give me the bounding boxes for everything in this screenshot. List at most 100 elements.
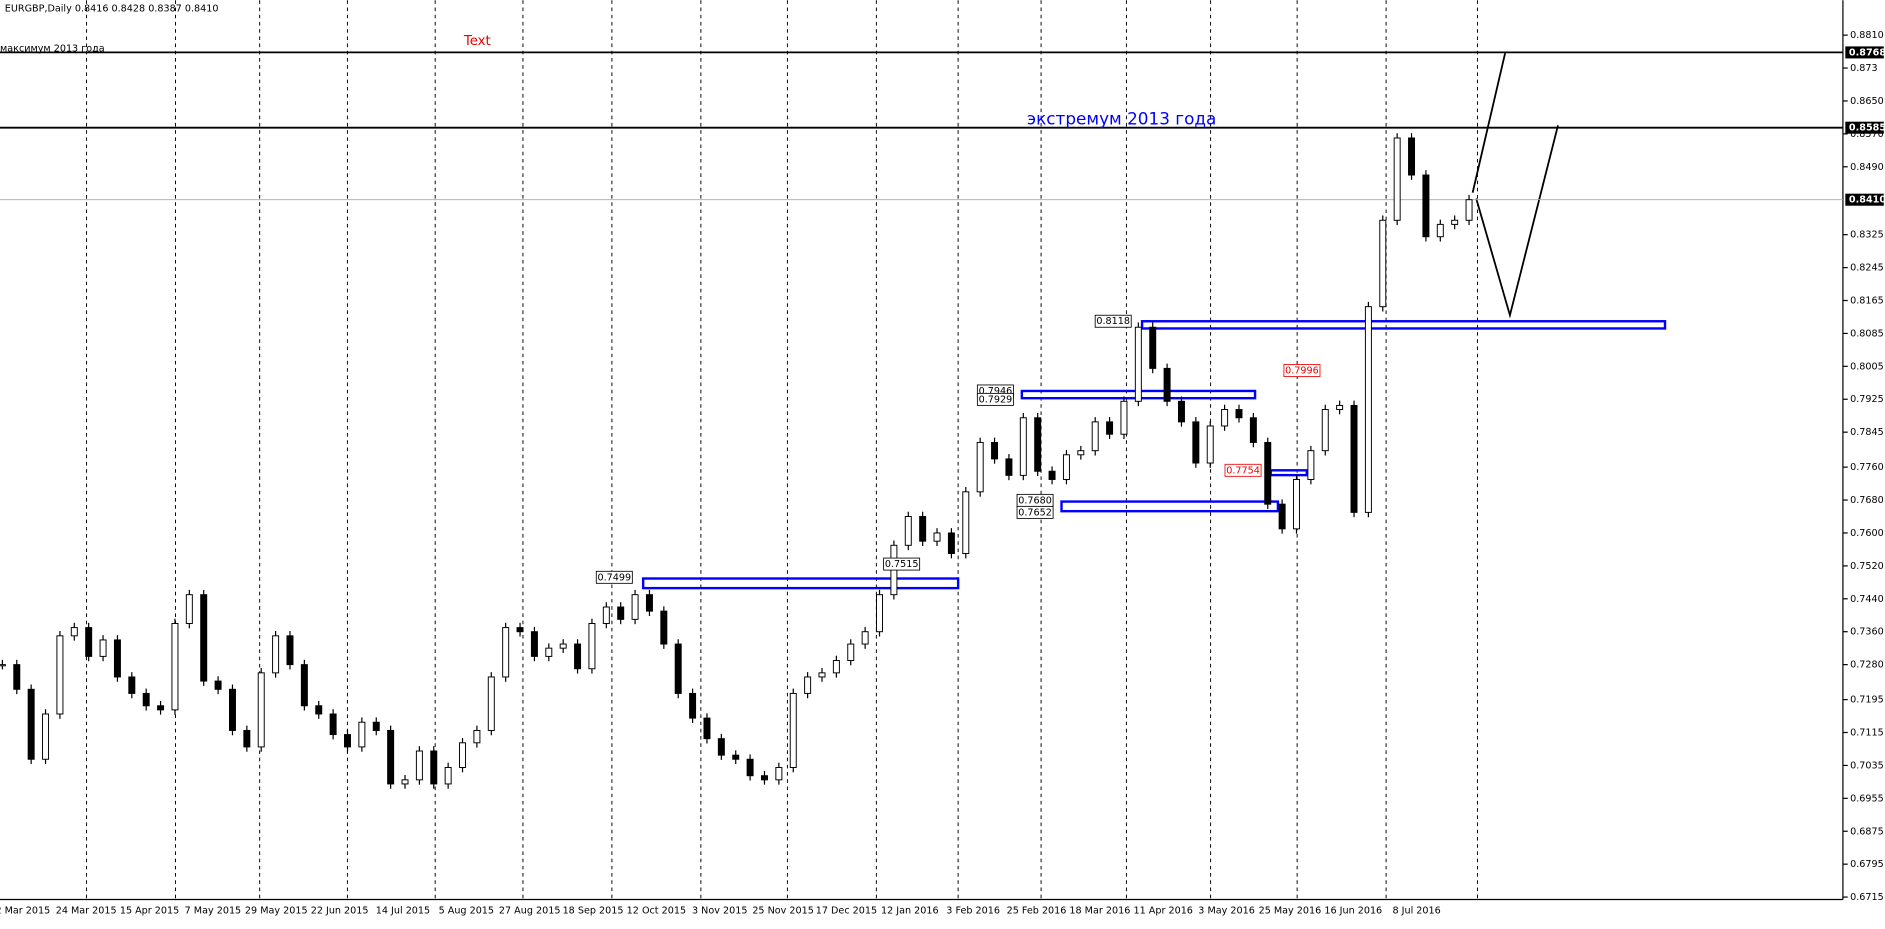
candle xyxy=(142,692,150,707)
candle xyxy=(430,750,438,785)
candle xyxy=(1177,400,1185,423)
candle xyxy=(1307,450,1315,480)
x-tick-label: 2 Mar 2015 xyxy=(0,905,50,916)
candle xyxy=(962,491,970,555)
candle xyxy=(1221,409,1229,427)
candle xyxy=(617,606,625,620)
x-tick-label: 12 Oct 2015 xyxy=(627,905,686,916)
y-tick-label: 0.8490 xyxy=(1850,162,1884,173)
box-label-frame xyxy=(1016,505,1054,519)
price-tag xyxy=(1845,193,1884,206)
forecast-line xyxy=(1471,52,1506,193)
candle xyxy=(1235,409,1243,419)
box-label-frame xyxy=(883,557,921,571)
candle xyxy=(760,775,768,781)
candle xyxy=(804,676,812,694)
candle xyxy=(876,594,884,633)
box-label-frame xyxy=(1283,364,1321,377)
candle xyxy=(919,516,927,542)
box-label: 0.7754 xyxy=(1226,465,1260,476)
candle xyxy=(387,729,395,785)
candle xyxy=(113,639,121,678)
y-tick-label: 0.7115 xyxy=(1850,728,1884,739)
candle xyxy=(1350,404,1358,513)
candle xyxy=(1077,450,1085,456)
candle xyxy=(99,639,107,657)
y-tick-label: 0.8085 xyxy=(1850,328,1884,339)
x-tick-label: 11 Apr 2016 xyxy=(1134,905,1193,916)
y-tick-label: 0.7760 xyxy=(1850,462,1884,473)
price-tag xyxy=(1845,121,1884,134)
candle xyxy=(415,750,423,781)
candle xyxy=(703,717,711,740)
candle xyxy=(588,622,596,670)
x-tick-label: 7 May 2015 xyxy=(185,905,242,916)
y-tick-label: 0.8650 xyxy=(1850,96,1884,107)
candle xyxy=(272,635,280,674)
x-tick-label: 22 Jun 2015 xyxy=(311,905,369,916)
candle xyxy=(574,643,582,670)
x-tick-label: 8 Jul 2016 xyxy=(1392,905,1440,916)
candle xyxy=(1364,306,1372,513)
box-label: 0.7946 xyxy=(979,386,1013,397)
x-tick-label: 3 Feb 2016 xyxy=(946,905,1000,916)
x-tick-label: 25 May 2016 xyxy=(1259,905,1322,916)
candle xyxy=(1163,367,1171,402)
box-label: 0.7652 xyxy=(1018,507,1052,518)
x-tick-label: 24 Mar 2015 xyxy=(56,905,117,916)
candle xyxy=(27,688,35,760)
candle xyxy=(70,627,78,637)
candle xyxy=(257,672,265,748)
candle xyxy=(372,721,380,731)
x-tick-label: 5 Aug 2015 xyxy=(439,905,494,916)
candle xyxy=(1192,421,1200,464)
candle xyxy=(1005,458,1013,476)
candle xyxy=(516,627,524,633)
candle xyxy=(85,627,93,657)
box-label: 0.7680 xyxy=(1018,495,1052,506)
candle xyxy=(674,643,682,694)
candle xyxy=(645,594,653,612)
y-tick-label: 0.7440 xyxy=(1850,594,1884,605)
candle xyxy=(401,779,409,785)
y-tick-label: 0.7925 xyxy=(1850,394,1884,405)
candle xyxy=(717,738,725,756)
candle xyxy=(228,688,236,731)
candle xyxy=(1091,421,1099,452)
candle xyxy=(329,713,337,736)
y-tick-label: 0.6955 xyxy=(1850,793,1884,804)
candle xyxy=(1393,137,1401,221)
box-label: 0.7515 xyxy=(885,559,919,570)
candle xyxy=(1336,404,1344,411)
x-tick-label: 29 May 2015 xyxy=(245,905,308,916)
price-tag xyxy=(1845,46,1884,59)
price-tag-label: 0.8585 xyxy=(1849,123,1885,134)
candle xyxy=(976,441,984,493)
y-tick-label: 0.7035 xyxy=(1850,760,1884,771)
candle xyxy=(530,631,538,657)
y-tick-label: 0.8005 xyxy=(1850,361,1884,372)
y-tick-label: 0.8570 xyxy=(1850,129,1884,140)
x-tick-label: 16 Jun 2016 xyxy=(1324,905,1382,916)
x-tick-label: 25 Nov 2015 xyxy=(752,905,814,916)
y-tick-label: 0.7195 xyxy=(1850,695,1884,706)
candle xyxy=(1436,223,1444,238)
annotation: экстремум 2013 года xyxy=(1027,108,1216,128)
candle xyxy=(1451,219,1459,225)
candle xyxy=(358,721,366,748)
candle xyxy=(789,692,797,768)
y-tick-label: 0.7520 xyxy=(1850,561,1884,572)
box-label: 0.7996 xyxy=(1285,366,1319,377)
candle xyxy=(559,643,567,649)
y-tick-label: 0.873 xyxy=(1850,63,1878,74)
y-tick-label: 0.7845 xyxy=(1850,427,1884,438)
annotation: максимум 2013 года xyxy=(0,43,105,54)
price-tag-label: 0.8768 xyxy=(1849,47,1885,58)
box-label: 0.8118 xyxy=(1096,316,1130,327)
box-label-frame xyxy=(1224,463,1262,477)
price-tag-label: 0.8410 xyxy=(1849,195,1885,206)
candle xyxy=(746,758,754,777)
candle xyxy=(128,676,136,694)
candle xyxy=(1106,421,1114,435)
